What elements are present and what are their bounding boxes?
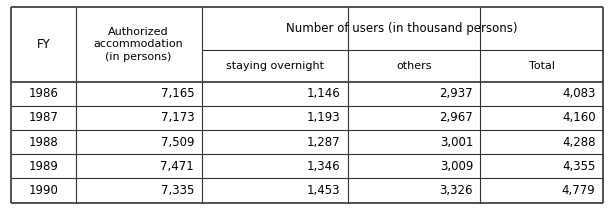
Text: 1987: 1987 — [28, 111, 58, 124]
Text: 1986: 1986 — [28, 87, 58, 100]
Text: others: others — [397, 61, 432, 71]
Text: 1989: 1989 — [28, 160, 58, 173]
Text: 7,165: 7,165 — [160, 87, 194, 100]
Text: Authorized
accommodation
(in persons): Authorized accommodation (in persons) — [94, 27, 184, 62]
Text: FY: FY — [36, 38, 50, 51]
Text: 7,173: 7,173 — [160, 111, 194, 124]
Text: 1,287: 1,287 — [307, 136, 340, 149]
Text: 2,937: 2,937 — [440, 87, 473, 100]
Text: Number of users (in thousand persons): Number of users (in thousand persons) — [287, 22, 518, 35]
Text: 7,335: 7,335 — [161, 184, 194, 197]
Text: 2,967: 2,967 — [440, 111, 473, 124]
Text: 4,355: 4,355 — [562, 160, 596, 173]
Text: 7,509: 7,509 — [161, 136, 194, 149]
Text: 4,288: 4,288 — [562, 136, 596, 149]
Text: 3,009: 3,009 — [440, 160, 473, 173]
Text: 3,001: 3,001 — [440, 136, 473, 149]
Text: 1990: 1990 — [28, 184, 58, 197]
Text: 1,146: 1,146 — [307, 87, 340, 100]
Text: 1,193: 1,193 — [307, 111, 340, 124]
Text: 4,083: 4,083 — [562, 87, 596, 100]
Text: 1,453: 1,453 — [307, 184, 340, 197]
Text: Total: Total — [529, 61, 554, 71]
Text: 1988: 1988 — [28, 136, 58, 149]
Text: staying overnight: staying overnight — [226, 61, 324, 71]
Text: 4,779: 4,779 — [562, 184, 596, 197]
Text: 7,471: 7,471 — [160, 160, 194, 173]
Text: 1,346: 1,346 — [307, 160, 340, 173]
Text: 3,326: 3,326 — [440, 184, 473, 197]
Text: 4,160: 4,160 — [562, 111, 596, 124]
